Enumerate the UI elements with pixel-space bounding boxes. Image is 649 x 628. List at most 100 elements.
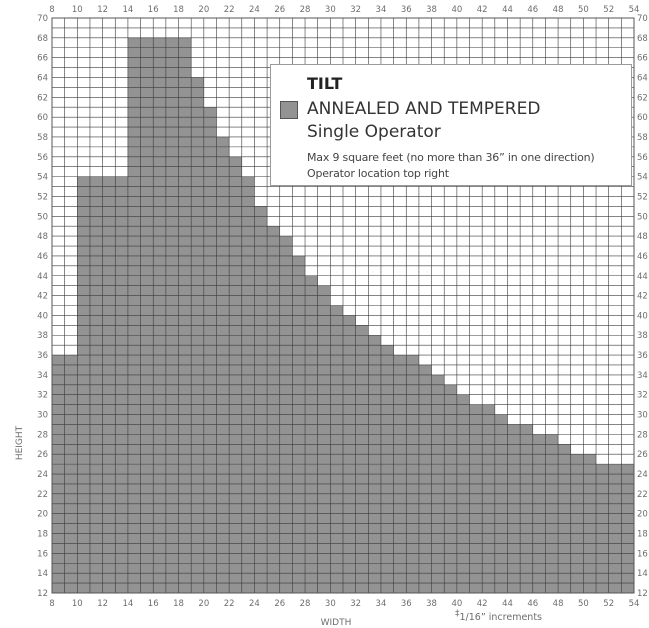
y-tick-label-left: 62 [37,93,48,103]
area-column [355,325,369,593]
x-tick-label-bottom: 20 [198,599,209,609]
x-tick-label-bottom: 38 [426,599,437,609]
area-column [418,364,432,593]
legend-subtitle: Single Operator [307,122,441,142]
legend-note-size: Max 9 square feet (no more than 36” in o… [307,151,595,164]
x-tick-label-bottom: 30 [325,599,336,609]
x-tick-label-bottom: 36 [401,599,412,609]
x-tick-label-bottom: 10 [72,599,83,609]
footnote-dagger-symbol: ‡ [455,609,460,619]
x-tick-label-top: 50 [578,5,589,15]
x-tick-label-bottom: 54 [629,599,640,609]
area-column [482,404,495,593]
area-column [203,107,217,594]
y-tick-label-left: 66 [37,54,48,64]
y-tick-label-left: 30 [37,411,48,421]
x-tick-label-top: 48 [553,5,564,15]
x-tick-label-top: 36 [401,5,412,15]
y-tick-label-left: 14 [37,569,48,579]
y-tick-label-right: 66 [637,54,648,64]
y-tick-label-left: 70 [37,14,48,24]
legend: TILT ANNEALED AND TEMPERED Single Operat… [270,64,632,186]
x-tick-label-bottom: 42 [477,599,488,609]
x-tick-label-top: 20 [198,5,209,15]
y-tick-label-left: 18 [37,530,48,540]
y-tick-label-left: 54 [37,173,48,183]
y-tick-label-right: 34 [637,371,648,381]
y-tick-label-right: 26 [637,450,648,460]
y-tick-label-right: 24 [637,470,648,480]
x-tick-label-top: 22 [224,5,235,15]
y-tick-label-left: 60 [37,113,48,123]
y-tick-label-right: 44 [637,272,648,282]
x-tick-label-top: 24 [249,5,260,15]
y-tick-label-right: 46 [637,252,648,262]
x-tick-label-bottom: 32 [350,599,361,609]
y-tick-label-left: 40 [37,311,48,321]
x-tick-label-top: 18 [173,5,184,15]
y-tick-label-right: 62 [637,93,648,103]
legend-swatch [280,101,298,119]
x-tick-label-bottom: 52 [603,599,614,609]
y-tick-label-right: 56 [637,153,648,163]
x-tick-label-top: 16 [148,5,159,15]
y-tick-label-right: 64 [637,73,648,83]
y-tick-label-left: 32 [37,391,48,401]
y-tick-label-left: 12 [37,589,48,599]
area-column [254,206,268,594]
y-tick-label-right: 36 [637,351,648,361]
x-tick-label-bottom: 50 [578,599,589,609]
x-tick-label-bottom: 18 [173,599,184,609]
x-tick-label-bottom: 46 [527,599,538,609]
y-tick-label-right: 14 [637,569,648,579]
y-tick-label-right: 16 [637,549,648,559]
y-tick-label-right: 12 [637,589,648,599]
y-tick-label-right: 54 [637,173,648,183]
area-column [380,345,394,593]
x-tick-label-top: 30 [325,5,336,15]
area-column [621,464,634,593]
x-tick-label-top: 34 [376,5,387,15]
x-tick-label-top: 42 [477,5,488,15]
x-tick-label-top: 54 [629,5,640,15]
y-tick-label-right: 70 [637,14,648,24]
y-tick-label-left: 34 [37,371,48,381]
y-tick-label-right: 22 [637,490,648,500]
x-tick-label-top: 52 [603,5,614,15]
x-tick-label-bottom: 12 [97,599,108,609]
x-tick-label-top: 38 [426,5,437,15]
y-tick-label-right: 38 [637,331,648,341]
x-tick-label-bottom: 48 [553,599,564,609]
legend-title: TILT [307,74,343,93]
x-tick-label-bottom: 16 [148,599,159,609]
area-column [317,285,331,593]
y-tick-label-right: 28 [637,430,648,440]
x-tick-label-top: 44 [502,5,513,15]
area-column [596,464,609,593]
x-tick-label-top: 28 [300,5,311,15]
y-tick-label-left: 38 [37,331,48,341]
increments-footnote: ‡1/16” increments [455,609,543,623]
x-tick-label-top: 32 [350,5,361,15]
footnote-text: 1/16” increments [459,612,543,623]
y-tick-label-right: 30 [637,411,648,421]
y-tick-label-left: 16 [37,549,48,559]
y-tick-label-left: 42 [37,292,48,302]
x-tick-label-top: 14 [122,5,133,15]
y-tick-label-left: 48 [37,232,48,242]
area-column [507,424,521,593]
y-tick-label-right: 18 [637,530,648,540]
legend-series-label: ANNEALED AND TEMPERED [307,99,541,119]
y-tick-label-right: 40 [637,311,648,321]
area-column [444,384,457,593]
y-tick-label-left: 58 [37,133,48,143]
y-tick-label-left: 24 [37,470,48,480]
legend-note-operator: Operator location top right [307,167,449,180]
y-tick-label-left: 50 [37,212,48,222]
area-column [608,464,622,593]
y-tick-label-left: 28 [37,430,48,440]
y-tick-label-left: 44 [37,272,48,282]
x-axis-title: WIDTH [321,618,352,628]
x-tick-label-bottom: 8 [49,599,54,609]
y-tick-label-right: 48 [637,232,648,242]
